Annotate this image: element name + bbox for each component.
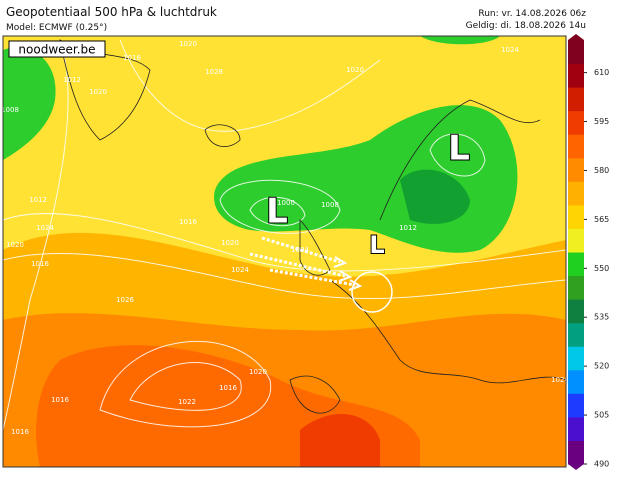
map-area: 1008 1012 1020 1016 1020 1028 1012 1016 1024 1020… [1,36,569,467]
colorbar-tick-label: 550 [594,264,609,273]
low-symbol: L [266,192,288,232]
title: Geopotentiaal 500 hPa & luchtdruk [6,5,217,19]
isobar-label: 1020 [179,40,197,48]
colorbar-cap [568,34,584,40]
low-symbol: L [448,129,470,169]
isobar-label: 1022 [178,398,196,406]
isobar-label: 1016 [11,428,29,436]
isobar-label: 1024 [501,46,519,54]
colorbar-segment [568,204,584,229]
isobar-label: 1016 [51,396,69,404]
colorbar-segment [568,87,584,112]
isobar-label: 1024 [231,266,249,274]
colorbar-segment [568,299,584,324]
watermark: noodweer.be [18,43,95,57]
colorbar-segment [568,252,584,277]
isobar-labels: 1008 1012 1020 1016 1020 1028 1012 1016 1024 1020… [1,40,569,436]
colorbar-tick-label: 505 [594,411,609,420]
colorbar-segment [568,157,584,182]
isobar-label: 1028 [205,68,223,76]
watermark-box [8,40,106,58]
isobar-label: 1026 [116,296,134,304]
isobar-label: 1012 [399,224,417,232]
colorbar-segment [568,134,584,159]
isobar-label: 1012 [29,196,47,204]
field-green-west [3,47,56,160]
field-red-dark [300,413,380,467]
colorbar-tick-label: 565 [594,215,609,224]
low-symbol: L [369,231,384,259]
colorbar-tick-label: 610 [594,68,609,77]
map-frame [2,35,567,468]
colorbar-segment [568,63,584,88]
colorbar-segment [568,322,584,347]
colorbar-segment [568,393,584,418]
colorbar-segment [568,110,584,135]
colorbar-tick-label: 595 [594,117,609,126]
isobar-label: 1020 [551,376,569,384]
isobar-label: 1020 [346,66,364,74]
colorbar-tick-label: 580 [594,166,609,175]
colorbar-segment [568,275,584,300]
field-green-dark [400,169,470,224]
colorbar-segment [568,440,584,465]
isobar-label: 1020 [89,88,107,96]
colorbar-tick-label: 535 [594,313,609,322]
isobar-label: 1016 [179,218,197,226]
isobar-label: 1008 [321,201,339,209]
isobar-label: 1020 [6,241,24,249]
isobar-label: 1008 [1,106,19,114]
colorbar-segment [568,228,584,253]
colorbar: 610 595 580 565 550 535 520 505 490 [568,34,609,470]
field-green-north [420,36,500,45]
isobar-label: 1000 [277,199,295,207]
isobar-label: 1004 [291,246,309,254]
colorbar-segment [568,416,584,441]
highlight-circle [351,271,393,313]
colorbar-cap [568,464,584,470]
isobar-label: 1016 [31,260,49,268]
colorbar-segment [568,181,584,206]
valid: Geldig: di. 18.08.2026 14u [466,21,586,31]
colorbar-segment [568,346,584,371]
isobar-label: 1012 [63,76,81,84]
isobar-label: 1016 [219,384,237,392]
run: Run: vr. 14.08.2026 06z [478,9,586,19]
flow-arrows [249,236,356,287]
model: Model: ECMWF (0.25°) [6,23,107,33]
arrow-heads [333,256,363,291]
colorbar-segment [568,369,584,394]
isobar-label: 1020 [249,368,267,376]
colorbar-tick-label: 490 [594,460,609,469]
colorbar-segment [568,40,584,65]
isobar-label: 1016 [123,54,141,62]
colorbar-tick-label: 520 [594,362,609,371]
isobar-label: 1024 [36,224,54,232]
isobar-label: 1020 [221,239,239,247]
